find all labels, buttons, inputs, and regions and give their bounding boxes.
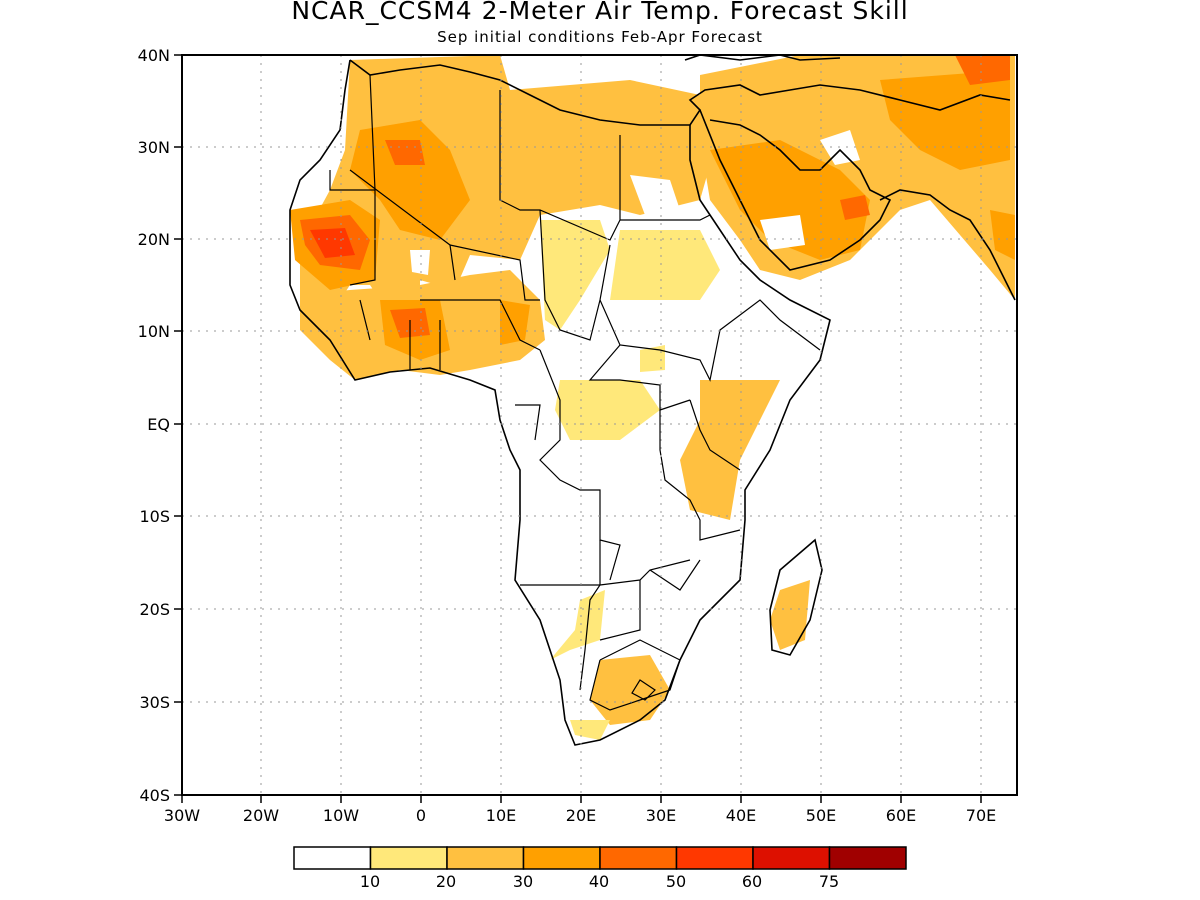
- colorbar-label-75: 75: [819, 872, 839, 891]
- colorbar-swatch: [446, 846, 525, 870]
- colorbar-label-50: 50: [666, 872, 686, 891]
- lon-label-50e: 50E: [806, 806, 836, 825]
- tick-marks: [174, 54, 982, 803]
- lon-label-10e: 10E: [486, 806, 516, 825]
- colorbar-swatch: [828, 846, 907, 870]
- colorbar-swatch: [675, 846, 754, 870]
- lon-label-30w: 30W: [164, 806, 200, 825]
- colorbar-label-60: 60: [742, 872, 762, 891]
- lat-label-40s: 40S: [139, 786, 170, 805]
- lat-label-30s: 30S: [139, 693, 170, 712]
- colorbar-label-20: 20: [436, 872, 456, 891]
- colorbar-swatch: [369, 846, 448, 870]
- map-frame: [181, 54, 1018, 796]
- colorbar-label-30: 30: [513, 872, 533, 891]
- lat-label-10s: 10S: [139, 507, 170, 526]
- lon-label-0: 0: [416, 806, 426, 825]
- colorbar-swatch: [522, 846, 601, 870]
- lon-label-20e: 20E: [566, 806, 596, 825]
- colorbar: [293, 846, 907, 870]
- map-grid: [182, 55, 1017, 795]
- lat-tick-labels: 40N 30N 20N 10N EQ 10S 20S 30S 40S: [138, 46, 170, 805]
- lon-label-10w: 10W: [323, 806, 359, 825]
- lon-label-70e: 70E: [966, 806, 996, 825]
- colorbar-labels: 10 20 30 40 50 60 75: [360, 872, 839, 891]
- lon-label-60e: 60E: [886, 806, 916, 825]
- colorbar-swatch: [752, 846, 831, 870]
- map-subtitle: Sep initial conditions Feb-Apr Forecast: [437, 28, 763, 46]
- lon-label-30e: 30E: [646, 806, 676, 825]
- lat-label-10n: 10N: [138, 322, 170, 341]
- lat-label-20s: 20S: [139, 600, 170, 619]
- colorbar-swatch: [293, 846, 372, 870]
- country-borders: [329, 74, 821, 711]
- lat-label-eq: EQ: [147, 415, 170, 434]
- lat-label-30n: 30N: [138, 138, 170, 157]
- lon-tick-labels: 30W 20W 10W 0 10E 20E 30E 40E 50E 60E 70…: [164, 806, 996, 825]
- colorbar-swatch: [599, 846, 678, 870]
- lat-label-20n: 20N: [138, 230, 170, 249]
- skill-shading: [290, 55, 1015, 740]
- colorbar-label-10: 10: [360, 872, 380, 891]
- lon-label-40e: 40E: [726, 806, 756, 825]
- map-title: NCAR_CCSM4 2-Meter Air Temp. Forecast Sk…: [291, 0, 909, 25]
- lon-label-20w: 20W: [243, 806, 279, 825]
- lat-label-40n: 40N: [138, 46, 170, 65]
- colorbar-label-40: 40: [589, 872, 609, 891]
